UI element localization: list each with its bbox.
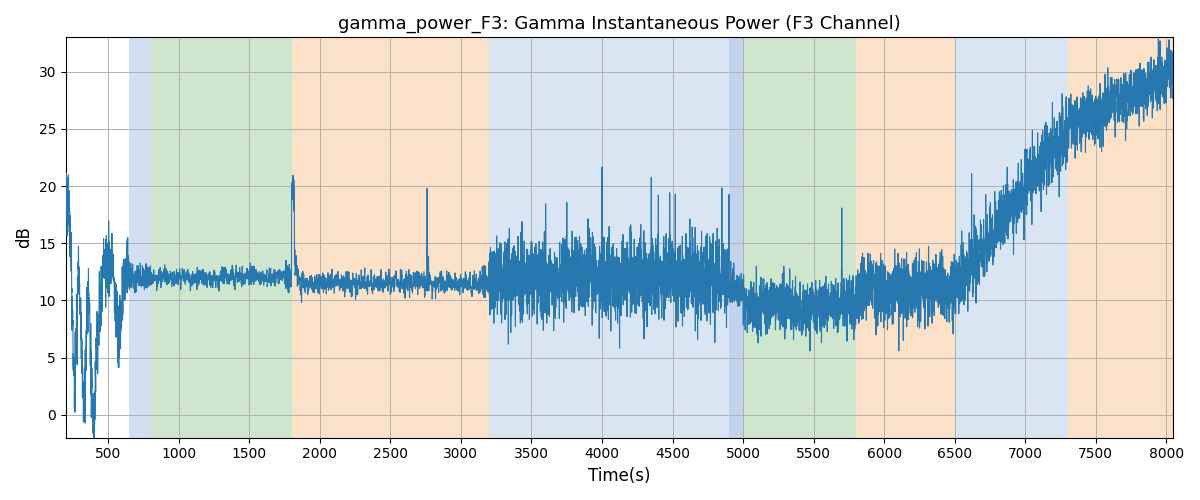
Bar (490, 38, 728, 438)
Bar (130, 38, 150, 438)
X-axis label: Time(s): Time(s) (588, 467, 650, 485)
Bar (743, 38, 856, 438)
Bar (150, 38, 292, 438)
Bar (856, 38, 955, 438)
Bar (955, 38, 1068, 438)
Bar (292, 38, 490, 438)
Bar (728, 38, 743, 438)
Bar (1068, 38, 1174, 438)
Y-axis label: dB: dB (16, 226, 34, 248)
Title: gamma_power_F3: Gamma Instantaneous Power (F3 Channel): gamma_power_F3: Gamma Instantaneous Powe… (338, 15, 901, 34)
